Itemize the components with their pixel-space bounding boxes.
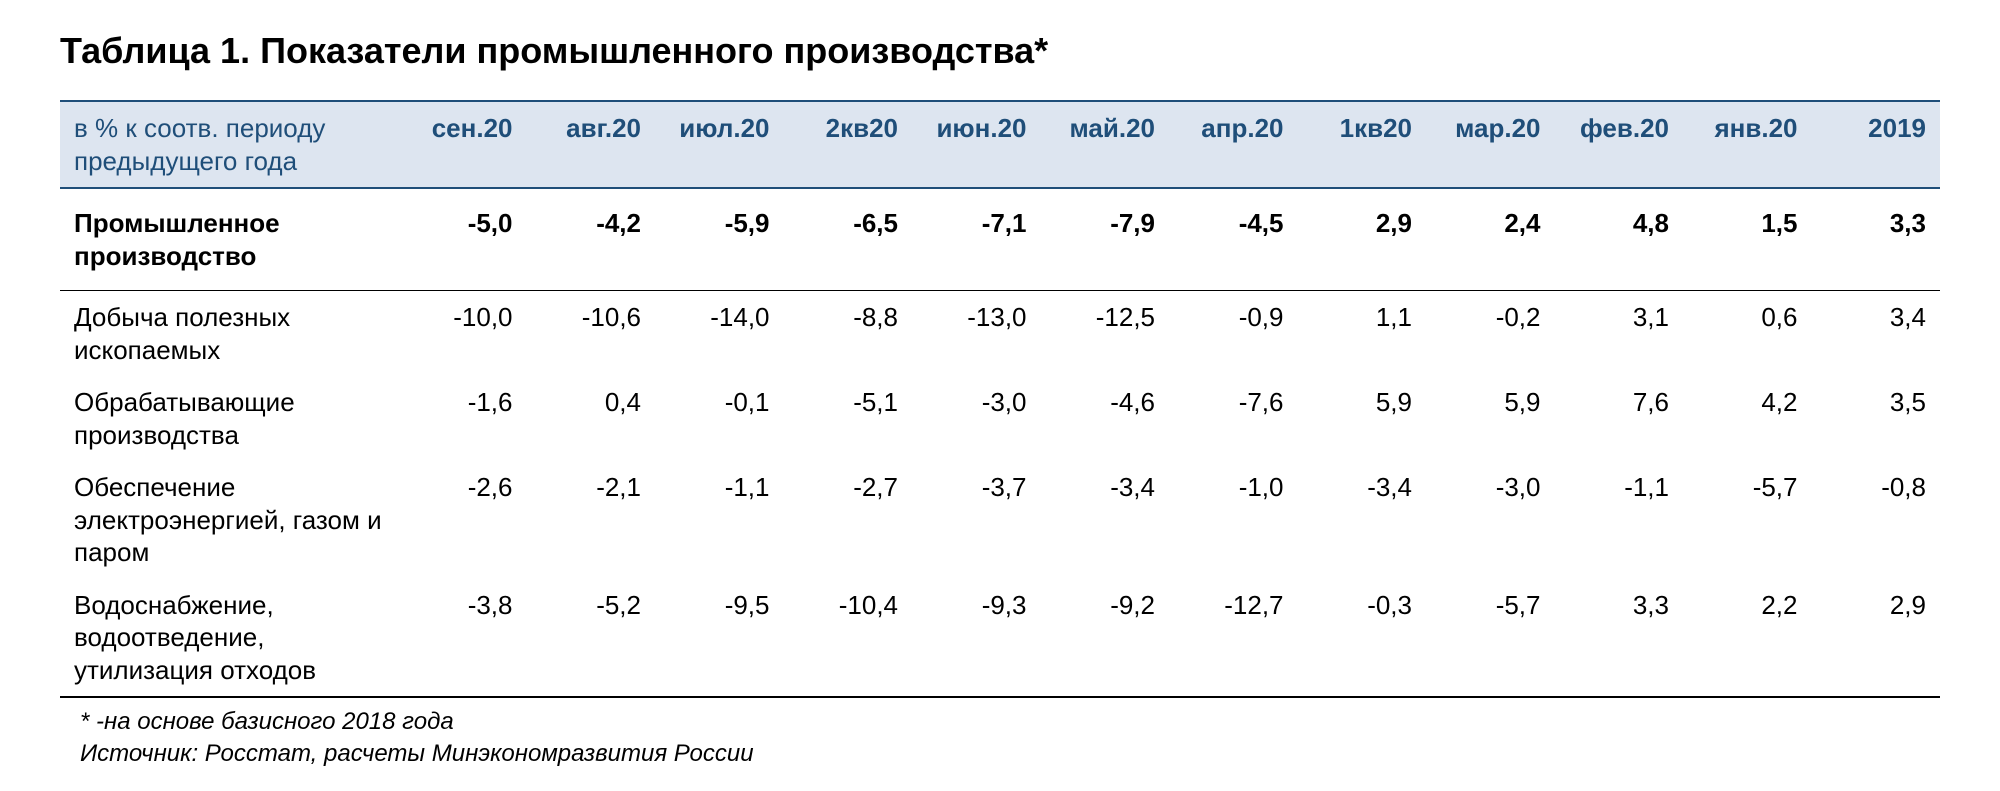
cell-value: -7,1 (912, 188, 1041, 291)
cell-value: -0,2 (1426, 291, 1555, 377)
cell-value: -1,1 (1555, 461, 1684, 579)
table-row: Обрабатывающие производства-1,60,4-0,1-5… (60, 376, 1940, 461)
cell-value: -5,2 (527, 579, 656, 698)
cell-value: -0,3 (1298, 579, 1427, 698)
cell-value: -5,1 (784, 376, 913, 461)
cell-value: -7,9 (1041, 188, 1170, 291)
footnote-line: * -на основе базисного 2018 года (80, 706, 1940, 738)
cell-value: -2,1 (527, 461, 656, 579)
column-header: сен.20 (398, 101, 527, 188)
cell-value: -3,0 (912, 376, 1041, 461)
cell-value: -5,7 (1683, 461, 1812, 579)
cell-value: -0,1 (655, 376, 784, 461)
table-body: Промышленное производство-5,0-4,2-5,9-6,… (60, 188, 1940, 697)
cell-value: -3,4 (1298, 461, 1427, 579)
cell-value: 0,6 (1683, 291, 1812, 377)
cell-value: 2,9 (1812, 579, 1941, 698)
row-label: Обеспечение электроэнергией, газом и пар… (60, 461, 398, 579)
cell-value: 3,4 (1812, 291, 1941, 377)
column-header: май.20 (1041, 101, 1170, 188)
cell-value: 3,5 (1812, 376, 1941, 461)
row-label: Обрабатывающие производства (60, 376, 398, 461)
cell-value: 1,1 (1298, 291, 1427, 377)
column-header: июн.20 (912, 101, 1041, 188)
row-header-label: в % к соотв. периоду предыдущего года (60, 101, 398, 188)
column-header: авг.20 (527, 101, 656, 188)
cell-value: -1,0 (1169, 461, 1298, 579)
table-title: Таблица 1. Показатели промышленного прои… (60, 30, 1940, 72)
table-row: Водоснабжение, водоотведение, утилизация… (60, 579, 1940, 698)
cell-value: -9,2 (1041, 579, 1170, 698)
cell-value: -9,5 (655, 579, 784, 698)
row-label: Добыча полезных ископаемых (60, 291, 398, 377)
cell-value: -3,7 (912, 461, 1041, 579)
cell-value: -8,8 (784, 291, 913, 377)
cell-value: 3,1 (1555, 291, 1684, 377)
table-row: Промышленное производство-5,0-4,2-5,9-6,… (60, 188, 1940, 291)
cell-value: 0,4 (527, 376, 656, 461)
cell-value: 4,8 (1555, 188, 1684, 291)
column-header: мар.20 (1426, 101, 1555, 188)
row-label: Водоснабжение, водоотведение, утилизация… (60, 579, 398, 698)
cell-value: -9,3 (912, 579, 1041, 698)
column-header: апр.20 (1169, 101, 1298, 188)
cell-value: 2,9 (1298, 188, 1427, 291)
cell-value: -12,7 (1169, 579, 1298, 698)
cell-value: -3,0 (1426, 461, 1555, 579)
cell-value: 3,3 (1812, 188, 1941, 291)
cell-value: 7,6 (1555, 376, 1684, 461)
cell-value: -5,9 (655, 188, 784, 291)
cell-value: 5,9 (1298, 376, 1427, 461)
footnotes: * -на основе базисного 2018 года Источни… (60, 706, 1940, 771)
cell-value: 4,2 (1683, 376, 1812, 461)
cell-value: -5,7 (1426, 579, 1555, 698)
cell-value: -10,0 (398, 291, 527, 377)
cell-value: -3,4 (1041, 461, 1170, 579)
page-container: Таблица 1. Показатели промышленного прои… (0, 0, 2000, 791)
column-header: 2019 (1812, 101, 1941, 188)
footnote-line: Источник: Росстат, расчеты Минэкономразв… (80, 738, 1940, 770)
header-row: в % к соотв. периоду предыдущего года се… (60, 101, 1940, 188)
cell-value: -0,9 (1169, 291, 1298, 377)
industrial-production-table: в % к соотв. периоду предыдущего года се… (60, 100, 1940, 698)
cell-value: -10,6 (527, 291, 656, 377)
cell-value: -1,6 (398, 376, 527, 461)
cell-value: 1,5 (1683, 188, 1812, 291)
cell-value: -12,5 (1041, 291, 1170, 377)
row-label: Промышленное производство (60, 188, 398, 291)
cell-value: 3,3 (1555, 579, 1684, 698)
table-row: Добыча полезных ископаемых-10,0-10,6-14,… (60, 291, 1940, 377)
cell-value: -4,5 (1169, 188, 1298, 291)
cell-value: -7,6 (1169, 376, 1298, 461)
cell-value: -4,2 (527, 188, 656, 291)
cell-value: -2,6 (398, 461, 527, 579)
column-header: 2кв20 (784, 101, 913, 188)
column-header: янв.20 (1683, 101, 1812, 188)
cell-value: 2,4 (1426, 188, 1555, 291)
cell-value: -13,0 (912, 291, 1041, 377)
column-header: 1кв20 (1298, 101, 1427, 188)
cell-value: -10,4 (784, 579, 913, 698)
cell-value: -1,1 (655, 461, 784, 579)
column-header: фев.20 (1555, 101, 1684, 188)
cell-value: -0,8 (1812, 461, 1941, 579)
cell-value: -14,0 (655, 291, 784, 377)
cell-value: 5,9 (1426, 376, 1555, 461)
cell-value: 2,2 (1683, 579, 1812, 698)
cell-value: -3,8 (398, 579, 527, 698)
cell-value: -5,0 (398, 188, 527, 291)
table-row: Обеспечение электроэнергией, газом и пар… (60, 461, 1940, 579)
cell-value: -2,7 (784, 461, 913, 579)
cell-value: -6,5 (784, 188, 913, 291)
cell-value: -4,6 (1041, 376, 1170, 461)
column-header: июл.20 (655, 101, 784, 188)
